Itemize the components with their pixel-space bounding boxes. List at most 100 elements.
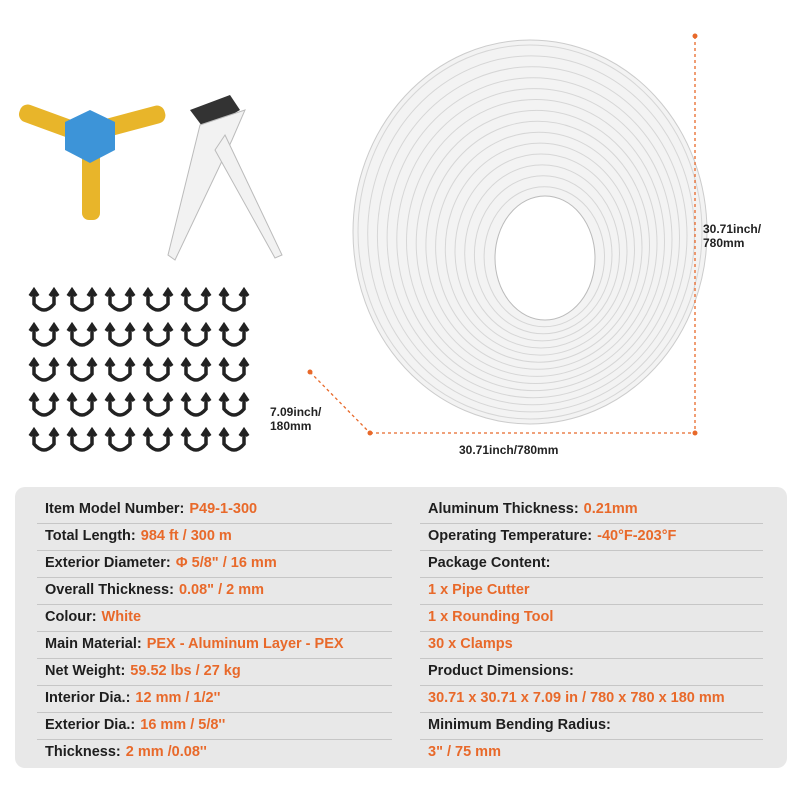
clamp-icon xyxy=(28,356,60,382)
spec-row: Product Dimensions: xyxy=(420,659,763,686)
clamp-icon xyxy=(142,426,174,452)
coil-ring xyxy=(444,142,636,356)
spec-value: 30.71 x 30.71 x 7.09 in / 780 x 780 x 18… xyxy=(428,690,725,706)
spec-row: 1 x Pipe Cutter xyxy=(420,578,763,605)
clamp-icon xyxy=(28,426,60,452)
coil-ring xyxy=(473,175,613,335)
spec-label: Thickness: xyxy=(45,744,121,760)
coil-ring xyxy=(464,164,620,342)
clamp-icon xyxy=(104,356,136,382)
specs-left-column: Item Model Number: P49-1-300 Total Length:… xyxy=(37,497,392,766)
spec-label: Total Length: xyxy=(45,528,136,544)
spec-value: 2 mm /0.08'' xyxy=(125,744,207,760)
clamp-icon xyxy=(180,286,212,312)
clamp-icon xyxy=(142,286,174,312)
specs-right-column: Aluminum Thickness: 0.21mm Operating Tempe… xyxy=(420,497,763,766)
spec-value: Φ 5/8" / 16 mm xyxy=(175,555,277,571)
spec-value: White xyxy=(101,609,142,625)
spec-value: PEX - Aluminum Layer - PEX xyxy=(146,636,344,652)
clamp-icon xyxy=(104,391,136,417)
spec-row: Main Material: PEX - Aluminum Layer - PEX xyxy=(37,632,392,659)
spec-row: Package Content: xyxy=(420,551,763,578)
coil-ring xyxy=(454,153,628,349)
spec-value: 0.21mm xyxy=(583,501,638,517)
spec-label: Exterior Diameter: xyxy=(45,555,171,571)
spec-value: 0.08" / 2 mm xyxy=(178,582,265,598)
spec-row: Net Weight: 59.52 lbs / 27 kg xyxy=(37,659,392,686)
spec-row: Thickness: 2 mm /0.08'' xyxy=(37,740,392,766)
height-mm: 780mm xyxy=(703,236,745,250)
clamp-icon xyxy=(218,356,250,382)
spec-label: Exterior Dia.: xyxy=(45,717,136,733)
coil-ring xyxy=(376,66,688,406)
clamp-icon xyxy=(28,321,60,347)
spec-label: Overall Thickness: xyxy=(45,582,174,598)
clamp-icon xyxy=(180,426,212,452)
spec-label: Item Model Number: xyxy=(45,501,185,517)
spec-label: Operating Temperature: xyxy=(428,528,593,544)
spec-label: Main Material: xyxy=(45,636,142,652)
clamp-icon xyxy=(104,321,136,347)
specifications-panel: Item Model Number: P49-1-300 Total Length:… xyxy=(15,487,787,768)
spec-value: 1 x Rounding Tool xyxy=(428,609,554,625)
width-dimension-label: 30.71inch/780mm xyxy=(459,443,559,457)
spec-value: 16 mm / 5/8'' xyxy=(140,717,226,733)
clamp-icon xyxy=(218,286,250,312)
clamp-icon xyxy=(218,391,250,417)
pex-pipe-coil-image xyxy=(352,39,708,425)
spec-row: Overall Thickness: 0.08" / 2 mm xyxy=(37,578,392,605)
spec-value: 984 ft / 300 m xyxy=(140,528,232,544)
clamp-icon xyxy=(218,321,250,347)
spec-row: Total Length: 984 ft / 300 m xyxy=(37,524,392,551)
spec-row: Colour: White xyxy=(37,605,392,632)
spec-value: 1 x Pipe Cutter xyxy=(428,582,530,598)
coil-ring xyxy=(357,44,703,420)
clamp-icon xyxy=(66,391,98,417)
clamps-image xyxy=(28,286,250,452)
clamp-icon xyxy=(218,426,250,452)
coil-ring xyxy=(425,120,651,370)
depth-dimension-label: 7.09inch/ 180mm xyxy=(270,405,321,433)
spec-row: Minimum Bending Radius: xyxy=(420,713,763,740)
spec-row: Aluminum Thickness: 0.21mm xyxy=(420,497,763,524)
spec-row: 1 x Rounding Tool xyxy=(420,605,763,632)
coil-ring xyxy=(396,88,673,392)
clamp-icon xyxy=(66,321,98,347)
spec-label: Package Content: xyxy=(428,555,551,571)
spec-value: P49-1-300 xyxy=(189,501,258,517)
coil-ring xyxy=(406,99,665,384)
clamp-icon xyxy=(66,286,98,312)
spec-label: Aluminum Thickness: xyxy=(428,501,579,517)
coil-ring xyxy=(483,186,605,328)
clamp-icon xyxy=(180,356,212,382)
coil-ring xyxy=(367,55,695,413)
spec-row: 30.71 x 30.71 x 7.09 in / 780 x 780 x 18… xyxy=(420,686,763,713)
spec-row: 30 x Clamps xyxy=(420,632,763,659)
spec-label: Colour: xyxy=(45,609,97,625)
spec-value: 59.52 lbs / 27 kg xyxy=(130,663,241,679)
clamp-icon xyxy=(142,391,174,417)
depth-inch: 7.09inch/ xyxy=(270,405,322,419)
spec-value: 3" / 75 mm xyxy=(428,744,501,760)
spec-row: 3" / 75 mm xyxy=(420,740,763,766)
spec-label: Interior Dia.: xyxy=(45,690,131,706)
spec-value: -40°F-203°F xyxy=(597,528,677,544)
clamp-icon xyxy=(66,356,98,382)
height-dimension-label: 30.71inch/ 780mm xyxy=(703,222,761,250)
clamp-icon xyxy=(142,321,174,347)
clamp-icon xyxy=(180,321,212,347)
depth-mm: 180mm xyxy=(270,419,312,433)
height-inch: 30.71inch/ xyxy=(703,222,762,236)
spec-label: Minimum Bending Radius: xyxy=(428,717,611,733)
spec-row: Interior Dia.: 12 mm / 1/2'' xyxy=(37,686,392,713)
clamp-icon xyxy=(28,391,60,417)
clamp-icon xyxy=(104,426,136,452)
clamp-icon xyxy=(142,356,174,382)
spec-row: Operating Temperature: -40°F-203°F xyxy=(420,524,763,551)
rounding-tool-image xyxy=(18,104,166,220)
spec-label: Product Dimensions: xyxy=(428,663,574,679)
spec-row: Item Model Number: P49-1-300 xyxy=(37,497,392,524)
coil-ring xyxy=(386,77,680,399)
spec-label: Net Weight: xyxy=(45,663,126,679)
coil-ring xyxy=(435,131,643,363)
